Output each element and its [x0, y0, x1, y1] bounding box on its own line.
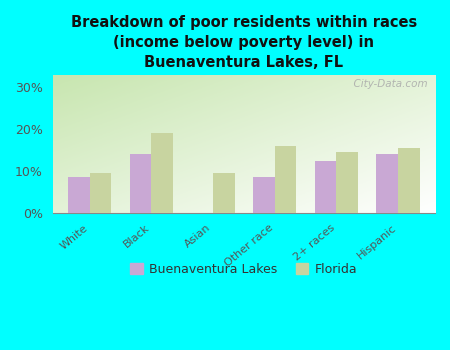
Bar	[315, 161, 336, 213]
Bar	[398, 148, 419, 213]
Title: Breakdown of poor residents within races
(income below poverty level) in
Buenave: Breakdown of poor residents within races…	[71, 15, 417, 70]
Bar	[274, 146, 296, 213]
Bar	[130, 154, 151, 213]
Text: City-Data.com: City-Data.com	[347, 79, 427, 89]
Bar	[253, 177, 274, 213]
Bar	[90, 173, 111, 213]
Bar	[376, 154, 398, 213]
Bar	[213, 173, 234, 213]
Legend: Buenaventura Lakes, Florida: Buenaventura Lakes, Florida	[125, 258, 362, 281]
Bar	[151, 133, 173, 213]
Bar	[68, 177, 90, 213]
Bar	[336, 152, 358, 213]
